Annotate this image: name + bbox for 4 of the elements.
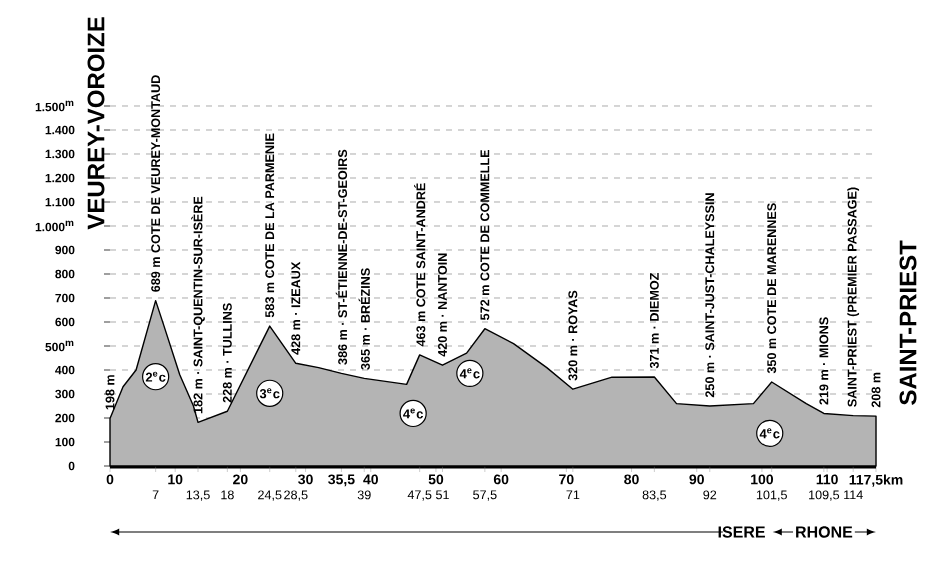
- text: VEUREY-VOROIZE: [87, 17, 105, 230]
- text: ISERE: [718, 526, 765, 538]
- text: SAINT-PRIEST: [899, 240, 917, 405]
- text: RHONE: [796, 526, 853, 538]
